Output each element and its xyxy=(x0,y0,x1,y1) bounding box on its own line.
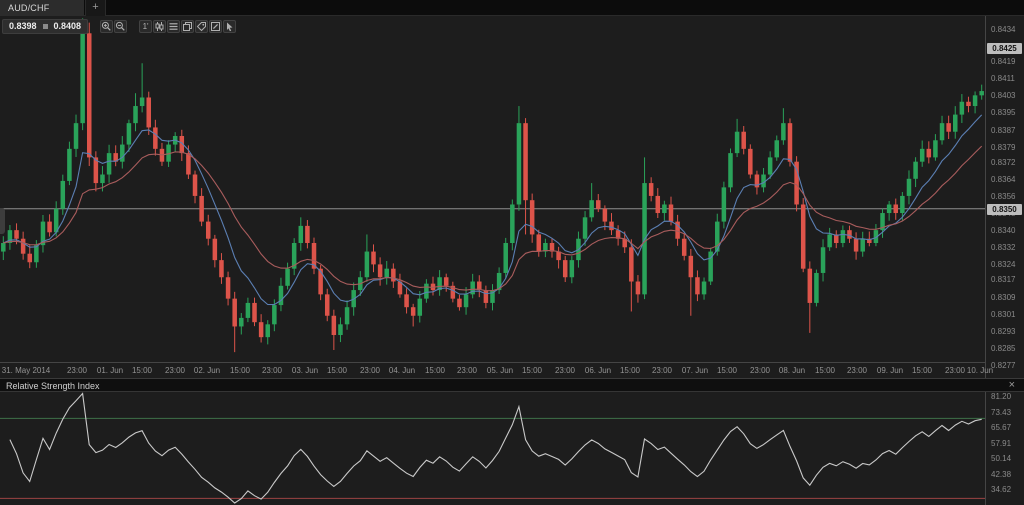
price-axis-label: 0.8332 xyxy=(991,243,1016,252)
time-axis-label: 23:00 xyxy=(846,366,868,375)
time-axis-label: 01. Jun xyxy=(96,366,124,375)
time-axis-label: 15:00 xyxy=(911,366,933,375)
price-axis-label: 0.8372 xyxy=(991,158,1016,167)
price-axis-label: 0.8324 xyxy=(991,260,1016,269)
time-axis-label: 23:00 xyxy=(651,366,673,375)
cursor-arrow-icon xyxy=(227,22,233,31)
tab-bar: AUD/CHF + xyxy=(0,0,1024,16)
magnifier-plus-icon xyxy=(101,21,111,31)
price-axis-label: 0.8340 xyxy=(991,226,1016,235)
price-axis-label: 0.8293 xyxy=(991,327,1016,336)
time-axis-label: 15:00 xyxy=(326,366,348,375)
time-axis-label: 23:00 xyxy=(944,366,966,375)
rsi-axis-label: 57.91 xyxy=(991,439,1012,448)
time-axis-label: 15:00 xyxy=(619,366,641,375)
cursor-button[interactable] xyxy=(223,19,237,33)
chart-style-button[interactable] xyxy=(153,19,167,33)
price-axis-label: 0.8364 xyxy=(991,175,1016,184)
price-axis-label: 0.8301 xyxy=(991,310,1016,319)
tab-audchf[interactable]: AUD/CHF xyxy=(0,0,84,16)
price-axis-label: 0.8285 xyxy=(991,344,1016,353)
rsi-close-icon[interactable]: × xyxy=(1008,379,1015,391)
zoom-out-button[interactable] xyxy=(114,19,128,33)
list-icon xyxy=(169,22,178,30)
zoom-in-button[interactable] xyxy=(100,19,114,33)
time-axis-label: 06. Jun xyxy=(584,366,612,375)
time-axis-label: 08. Jun xyxy=(778,366,806,375)
rsi-axis-label: 73.43 xyxy=(991,408,1012,417)
price-axis-label: 0.8434 xyxy=(991,25,1016,34)
pencil-square-icon xyxy=(211,21,221,31)
bid-price: 0.8398 xyxy=(9,21,37,31)
time-axis-label: 31. May 2014 xyxy=(1,366,51,375)
magnifier-minus-icon xyxy=(115,21,125,31)
time-axis-label: 23:00 xyxy=(261,366,283,375)
annotate-button[interactable] xyxy=(209,19,223,33)
price-level-badge: 0.8350 xyxy=(987,204,1022,215)
time-axis-label: 15:00 xyxy=(229,366,251,375)
left-panel-handle[interactable] xyxy=(0,208,5,234)
time-axis-label: 23:00 xyxy=(749,366,771,375)
current-price-badge: 0.8425 xyxy=(987,43,1022,54)
price-axis-label: 0.8395 xyxy=(991,108,1016,117)
ask-price: 0.8408 xyxy=(53,21,82,31)
rsi-axis-label: 34.62 xyxy=(991,485,1012,494)
rsi-axis-label: 81.20 xyxy=(991,392,1012,401)
templates-button[interactable] xyxy=(195,19,209,33)
indicators-button[interactable] xyxy=(167,19,181,33)
overlap-windows-icon xyxy=(183,21,193,31)
time-axis-label: 23:00 xyxy=(456,366,478,375)
price-axis-label: 0.8277 xyxy=(991,361,1016,370)
time-axis-label: 09. Jun xyxy=(876,366,904,375)
bid-ask-widget[interactable]: 0.8398 0.8408 xyxy=(2,18,89,34)
rsi-panel-title: Relative Strength Index xyxy=(0,378,1024,392)
rsi-axis-label: 65.67 xyxy=(991,423,1012,432)
price-axis-label: 0.8309 xyxy=(991,293,1016,302)
time-axis-label: 23:00 xyxy=(164,366,186,375)
price-axis-label: 0.8419 xyxy=(991,57,1016,66)
price-axis-label: 0.8403 xyxy=(991,91,1016,100)
time-axis-label: 07. Jun xyxy=(681,366,709,375)
price-axis-label: 0.8317 xyxy=(991,275,1016,284)
price-axis-label: 0.8387 xyxy=(991,126,1016,135)
new-tab-button[interactable]: + xyxy=(85,0,106,16)
spread-indicator-icon xyxy=(42,23,48,29)
time-axis-label: 05. Jun xyxy=(486,366,514,375)
time-axis-label: 15:00 xyxy=(131,366,153,375)
candlestick-icon xyxy=(155,21,164,31)
time-axis-label: 23:00 xyxy=(66,366,88,375)
time-axis-label: 15:00 xyxy=(424,366,446,375)
time-axis-label: 15:00 xyxy=(716,366,738,375)
price-axis-label: 0.8356 xyxy=(991,192,1016,201)
timeframe-button[interactable]: 1' xyxy=(139,19,153,33)
tag-icon xyxy=(196,21,207,31)
rsi-axis-label: 42.38 xyxy=(991,470,1012,479)
time-axis-label: 04. Jun xyxy=(388,366,416,375)
time-axis-label: 23:00 xyxy=(554,366,576,375)
time-axis-label: 03. Jun xyxy=(291,366,319,375)
time-axis-label: 02. Jun xyxy=(193,366,221,375)
time-axis-label: 10. Jun xyxy=(966,366,994,375)
toolbar: 0.8398 0.8408 1' xyxy=(0,17,237,35)
price-axis-label: 0.8379 xyxy=(991,143,1016,152)
price-axis-label: 0.8411 xyxy=(991,74,1015,83)
compare-button[interactable] xyxy=(181,19,195,33)
time-axis-label: 15:00 xyxy=(521,366,543,375)
time-axis-label: 15:00 xyxy=(814,366,836,375)
time-axis-label: 23:00 xyxy=(359,366,381,375)
rsi-axis-label: 50.14 xyxy=(991,454,1012,463)
